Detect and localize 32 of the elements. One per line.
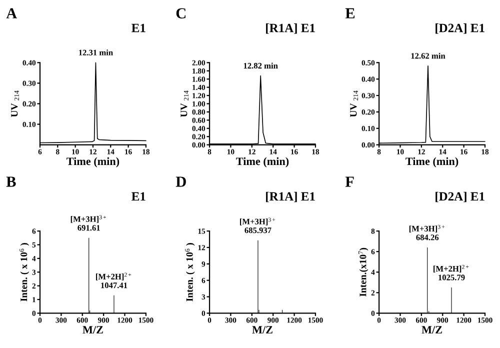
x-axis-title: Time (min) <box>66 157 120 168</box>
chart-title: [R1A] E1 <box>266 192 315 202</box>
y-axis-title: Inten.(x10$^{7}$) <box>358 248 368 296</box>
annotation: [M+3H]$^{3+}$ 684.26 <box>409 224 445 240</box>
annotation: [M+3H]$^{3+}$ 691.61 <box>70 215 106 231</box>
text: C <box>176 8 186 18</box>
x-axis-title: M/Z <box>252 326 272 334</box>
chart-title: E1 <box>132 24 146 32</box>
x-axis-title: Time (min) <box>406 157 458 168</box>
chart-title: [R1A] E1 <box>266 23 315 34</box>
y-axis-title: UV $_{214}$ <box>350 90 358 117</box>
text: D <box>176 176 186 187</box>
y-axis-title: Inten. ( x 10$^{6}$ ) <box>185 243 195 302</box>
annotation: 12.82 min <box>244 62 278 69</box>
x-axis-title: M/Z <box>422 326 442 334</box>
y-axis-title: UV $_{214}$ <box>180 90 188 117</box>
annotation: [M+3H]$^{3+}$ 685.937 <box>240 218 276 234</box>
y-axis-title: Inten. ( x 10$^{6}$ ) <box>19 243 30 302</box>
annotation: 12.31 min <box>79 50 113 56</box>
annotation: [M+2H]$^{2+}$ 1047.41 <box>96 272 132 288</box>
chart-title: E1 <box>132 192 146 200</box>
annotation: [M+2H]$^{2+}$ 1025.79 <box>434 264 469 280</box>
text: B <box>6 176 16 187</box>
chart-title: [D2A] E1 <box>436 192 484 202</box>
text: E <box>345 8 355 18</box>
y-axis-title: UV $_{214}$ <box>11 90 19 117</box>
x-axis-title: M/Z <box>82 326 103 334</box>
text: A <box>6 8 18 18</box>
annotation: 12.62 min <box>411 52 446 59</box>
chart-title: [D2A] E1 <box>436 23 484 34</box>
text: F <box>345 176 354 187</box>
x-axis-title: Time (min) <box>236 157 289 168</box>
